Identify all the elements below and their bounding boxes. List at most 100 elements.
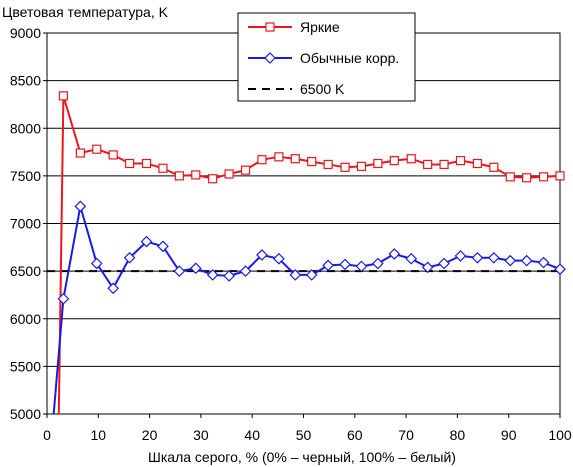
- x-tick-label: 100: [548, 427, 572, 443]
- data-point: [174, 171, 184, 181]
- y-axis: 5000 5500 6000 6500 7000 7500 8000 8500 9000: [10, 25, 47, 422]
- y-tick-label: 5500: [10, 358, 41, 374]
- legend-label: 6500 K: [300, 81, 345, 97]
- data-point: [356, 161, 367, 171]
- x-tick-label: 60: [347, 427, 363, 443]
- data-point: [455, 156, 466, 166]
- data-point: [339, 258, 351, 271]
- data-point: [537, 256, 550, 269]
- y-tick-label: 8500: [10, 73, 41, 89]
- legend-label: Обычные корр.: [300, 50, 399, 66]
- data-point: [92, 144, 102, 154]
- data-point: [423, 159, 433, 170]
- data-point: [290, 154, 300, 164]
- series-0: [57, 91, 565, 415]
- data-point: [265, 22, 275, 32]
- data-point: [158, 163, 168, 173]
- y-tick-label: 5000: [10, 406, 41, 422]
- legend-item: Яркие: [248, 19, 340, 35]
- data-point: [191, 170, 201, 180]
- data-point: [239, 265, 252, 277]
- data-point: [472, 158, 483, 169]
- x-tick-label: 0: [43, 427, 51, 443]
- x-axis-title: Шкала серого, % (0% – черный, 100% – бел…: [148, 449, 456, 465]
- series-1: [52, 200, 566, 415]
- data-point: [157, 240, 169, 253]
- data-point: [373, 158, 383, 169]
- data-point: [471, 251, 484, 264]
- data-point: [173, 265, 186, 277]
- data-point: [240, 165, 251, 175]
- data-point: [57, 292, 70, 305]
- legend: Яркие Обычные корр. 6500 K: [237, 12, 416, 102]
- x-tick-label: 50: [296, 427, 312, 443]
- data-point: [487, 251, 500, 264]
- data-point: [223, 270, 235, 282]
- data-point: [107, 282, 120, 295]
- series: [47, 91, 566, 415]
- data-point: [504, 254, 517, 267]
- legend-item: 6500 K: [248, 81, 345, 97]
- data-point: [274, 152, 284, 162]
- data-point: [340, 162, 350, 172]
- data-point: [520, 254, 533, 267]
- x-tick-label: 90: [501, 427, 517, 443]
- data-point: [421, 261, 434, 274]
- data-point: [505, 172, 515, 182]
- x-tick-label: 10: [91, 427, 107, 443]
- data-point: [454, 250, 467, 262]
- data-point: [307, 156, 317, 167]
- data-point: [372, 257, 384, 270]
- x-tick-label: 40: [244, 427, 260, 443]
- x-tick-label: 30: [193, 427, 209, 443]
- data-point: [206, 269, 219, 281]
- y-axis-title: Цветовая температура, K: [2, 4, 169, 20]
- data-point: [489, 162, 499, 172]
- data-point: [405, 252, 418, 265]
- y-tick-label: 9000: [10, 25, 41, 41]
- data-point: [75, 148, 85, 158]
- data-point: [438, 257, 450, 270]
- data-point: [141, 158, 152, 169]
- data-point: [522, 173, 532, 183]
- data-point: [256, 249, 268, 261]
- data-point: [90, 257, 103, 270]
- data-point: [123, 251, 136, 264]
- data-point: [273, 252, 285, 265]
- data-point: [189, 262, 202, 275]
- x-tick-label: 80: [450, 427, 466, 443]
- legend-label: Яркие: [300, 19, 340, 35]
- data-point: [108, 150, 118, 160]
- data-point: [322, 259, 334, 272]
- data-point: [554, 263, 566, 276]
- x-tick-label: 20: [142, 427, 158, 443]
- series-line: [52, 206, 561, 415]
- legend-item: Обычные корр.: [248, 50, 399, 66]
- y-tick-label: 6000: [10, 311, 41, 327]
- data-point: [224, 169, 234, 179]
- data-point: [257, 155, 267, 165]
- data-point: [74, 200, 87, 213]
- data-point: [305, 269, 318, 281]
- y-tick-label: 7000: [10, 216, 41, 232]
- y-tick-label: 8000: [10, 120, 41, 136]
- data-point: [406, 154, 416, 164]
- data-point: [389, 156, 399, 166]
- data-point: [355, 260, 368, 273]
- y-tick-label: 6500: [10, 263, 41, 279]
- x-tick-label: 70: [398, 427, 414, 443]
- data-point: [58, 91, 69, 101]
- data-point: [124, 158, 135, 169]
- data-point: [323, 159, 333, 170]
- y-tick-label: 7500: [10, 168, 41, 184]
- data-point: [538, 172, 549, 182]
- data-point: [555, 171, 565, 181]
- data-point: [208, 174, 218, 184]
- data-point: [264, 52, 276, 64]
- data-point: [439, 159, 449, 170]
- data-point: [388, 248, 401, 260]
- data-point: [140, 235, 153, 248]
- data-point: [289, 269, 302, 281]
- x-axis: 0 10 20 30 40 50 60 70 80 90 100: [43, 414, 572, 443]
